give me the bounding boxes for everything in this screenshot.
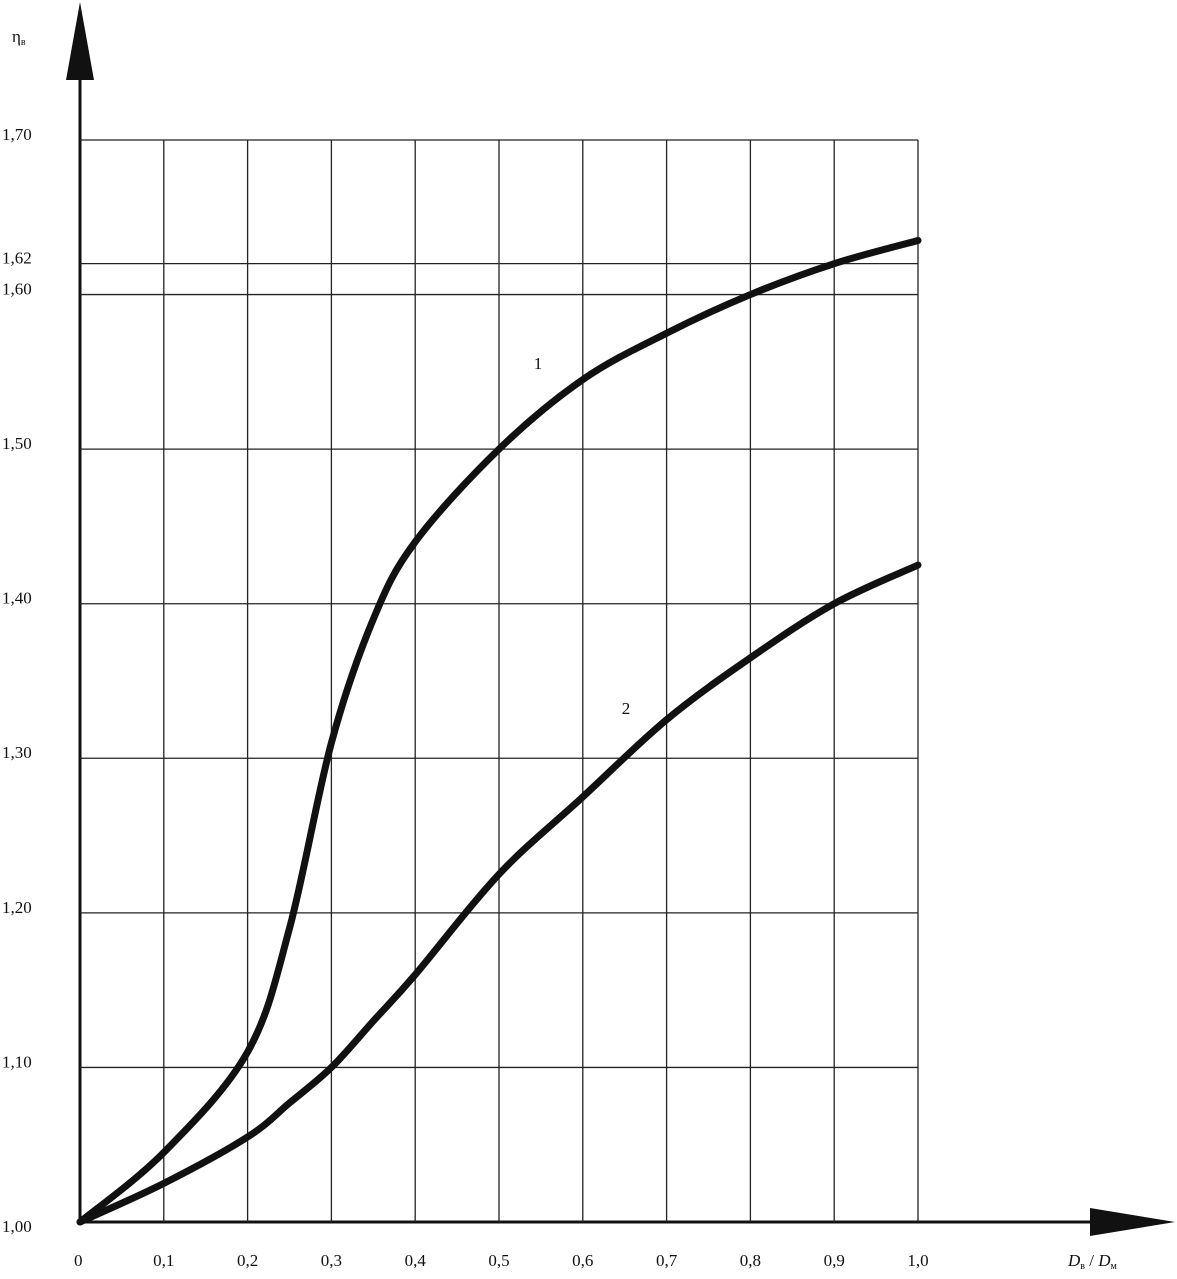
y-tick-label: 1,20 [2,898,32,917]
x-tick-label: 0,2 [237,1251,258,1270]
y-label-sub: в [21,37,26,48]
curve-label: 1 [534,354,543,373]
x-tick-label: 0,5 [488,1251,509,1270]
y-tick-label: 1,62 [2,249,32,268]
y-axis-arrow [66,2,94,80]
x-tick-label: 1,0 [907,1251,928,1270]
curve [76,236,922,1226]
x-axis-label: Dв / Dм [1067,1251,1118,1272]
x-label-main: D [1067,1251,1081,1270]
x-label-sep: / [1085,1251,1098,1270]
y-tick-label: 1,10 [2,1052,32,1071]
y-tick-label: 1,70 [2,125,32,144]
y-tick-label: 1,60 [2,279,32,298]
y-axis-label: ηв [12,27,26,48]
y-tick-label: 1,40 [2,589,32,608]
y-tick-label: 1,50 [2,434,32,453]
x-tick-label: 0,8 [740,1251,761,1270]
x-tick-label: 0,4 [405,1251,427,1270]
x-tick-label: 0 [74,1251,83,1270]
x-label-sub: в [1080,1261,1085,1272]
curve [76,561,922,1226]
y-tick-label: 1,30 [2,743,32,762]
x-label-sub: м [1111,1261,1118,1272]
x-tick-label: 0,9 [824,1251,845,1270]
x-tick-label: 0,7 [656,1251,678,1270]
x-label-main: D [1097,1251,1111,1270]
x-tick-label: 0,3 [321,1251,342,1270]
x-tick-label: 0,6 [572,1251,593,1270]
x-axis-arrow [1090,1208,1175,1236]
y-label-main: η [12,27,21,46]
curve-label: 2 [622,699,631,718]
x-tick-label: 0,1 [153,1251,174,1270]
y-tick-label: 1,00 [2,1217,32,1236]
